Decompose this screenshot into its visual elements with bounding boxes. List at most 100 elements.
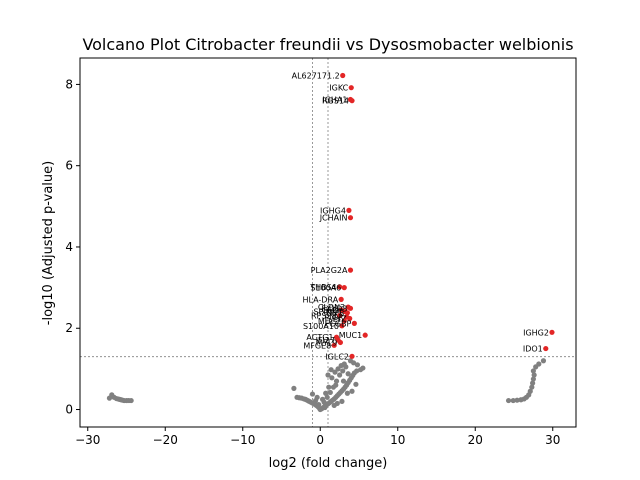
point-label: MUC2: [318, 317, 341, 326]
nonsignificant-point: [514, 397, 520, 403]
nonsignificant-point: [309, 391, 316, 397]
nonsignificant-point: [349, 388, 355, 394]
nonsignificant-point: [339, 398, 345, 404]
point-label: TFF3: [324, 309, 344, 318]
significant-point: [337, 339, 343, 346]
nonsignificant-point: [360, 365, 366, 371]
significant-point: [346, 207, 352, 213]
significant-point: [341, 285, 347, 291]
threshold-lines: [80, 58, 576, 427]
point-label: THBS4: [309, 283, 336, 292]
significant-point: [341, 318, 347, 324]
nonsignificant-point: [335, 366, 341, 372]
significant-point: [331, 342, 337, 348]
point-label: CLDN3: [318, 303, 345, 312]
x-tick-label: 20: [468, 433, 483, 447]
nonsignificant-point: [326, 384, 332, 390]
point-label: IFI27: [316, 336, 336, 345]
nonsignificant-point: [333, 378, 340, 384]
x-tick-label: 30: [545, 433, 560, 447]
point-label: IGHG2: [523, 328, 549, 337]
significant-point: [347, 305, 354, 311]
point-label: IGLC2: [325, 352, 349, 361]
significant-point: [348, 85, 354, 91]
point-label: IDO1: [523, 345, 543, 354]
significant-point: [351, 320, 357, 326]
significant-point: [337, 284, 343, 290]
y-tick-label: 4: [65, 240, 73, 254]
significant-point: [340, 72, 346, 79]
nonsignificant-point: [316, 402, 322, 408]
point-label: MUC1: [339, 331, 362, 340]
x-tick-label: −30: [75, 433, 100, 447]
nonsignificant-point: [333, 382, 339, 388]
significant-point: [543, 345, 549, 352]
nonsignificant-point: [323, 390, 329, 396]
nonsignificant-point: [324, 394, 330, 400]
point-label: IGHG4: [320, 206, 346, 215]
point-label: LYZ: [333, 314, 347, 323]
point-label: S100A10: [303, 322, 339, 331]
nonsignificant-point: [344, 390, 350, 396]
y-tick-label: 8: [65, 77, 73, 91]
nonsignificant-point: [540, 358, 547, 364]
data-points: [106, 72, 555, 413]
nonsignificant-point: [314, 394, 320, 400]
x-tick-label: −20: [153, 433, 178, 447]
nonsignificant-point: [332, 369, 338, 375]
point-label: S100A6: [310, 284, 341, 293]
nonsignificant-point: [527, 388, 533, 394]
point-label: FCGBP: [325, 319, 352, 328]
nonsignificant-point: [530, 368, 536, 374]
point-label: MYL9: [316, 338, 337, 347]
nonsignificant-point: [329, 375, 335, 381]
x-tick-label: 0: [316, 433, 324, 447]
nonsignificant-point: [291, 385, 297, 391]
nonsignificant-point: [327, 389, 333, 396]
point-label: PLA2G2A: [311, 266, 348, 275]
nonsignificant-point: [510, 397, 516, 404]
significant-point: [339, 323, 345, 329]
significant-point: [337, 313, 343, 319]
point-label: IGKC: [329, 84, 348, 93]
point-label: IGHA1: [322, 95, 347, 104]
nonsignificant-point: [536, 361, 542, 367]
point-label: SPINK4: [313, 308, 342, 317]
nonsignificant-point: [529, 384, 535, 390]
nonsignificant-point: [328, 367, 334, 373]
nonsignificant-point: [345, 371, 351, 377]
significant-point: [344, 310, 350, 316]
y-tick-label: 2: [65, 321, 73, 335]
nonsignificant-point: [347, 358, 354, 364]
point-label: RPS28: [311, 312, 337, 321]
nonsignificant-point: [319, 396, 326, 402]
significant-point: [338, 296, 344, 302]
y-tick-label: 6: [65, 159, 73, 173]
nonsignificant-point: [337, 372, 343, 378]
x-axis-label: log2 (fold change): [269, 456, 388, 471]
nonsignificant-point: [341, 361, 347, 367]
x-tick-label: 10: [390, 433, 405, 447]
y-tick-label: 0: [65, 403, 73, 417]
x-axis: −30 −20 −10 0 10 20 30: [75, 427, 560, 447]
point-label: ACTG1: [306, 333, 333, 342]
y-axis: 0 2 4 6 8: [65, 77, 80, 417]
nonsignificant-point: [340, 378, 347, 384]
nonsignificant-point: [325, 372, 331, 378]
nonsignificant-point: [531, 372, 537, 378]
nonsignificant-point: [128, 397, 134, 404]
significant-point: [349, 353, 355, 359]
nonsignificant-point: [334, 400, 340, 407]
y-axis-label: -log10 (Adjusted p-value): [41, 161, 56, 325]
point-label: CFD: [322, 306, 338, 315]
significant-point: [347, 267, 354, 273]
point-label: JCHAIN: [319, 214, 348, 223]
chart-title: Volcano Plot Citrobacter freundii vs Dys…: [82, 35, 573, 54]
point-label: HLA-DRA: [302, 295, 338, 304]
nonsignificant-point: [354, 362, 361, 368]
significant-point: [347, 215, 354, 221]
plot-frame: [79, 57, 577, 428]
nonsignificant-point: [353, 381, 359, 387]
point-label: MFGE8: [303, 341, 331, 350]
